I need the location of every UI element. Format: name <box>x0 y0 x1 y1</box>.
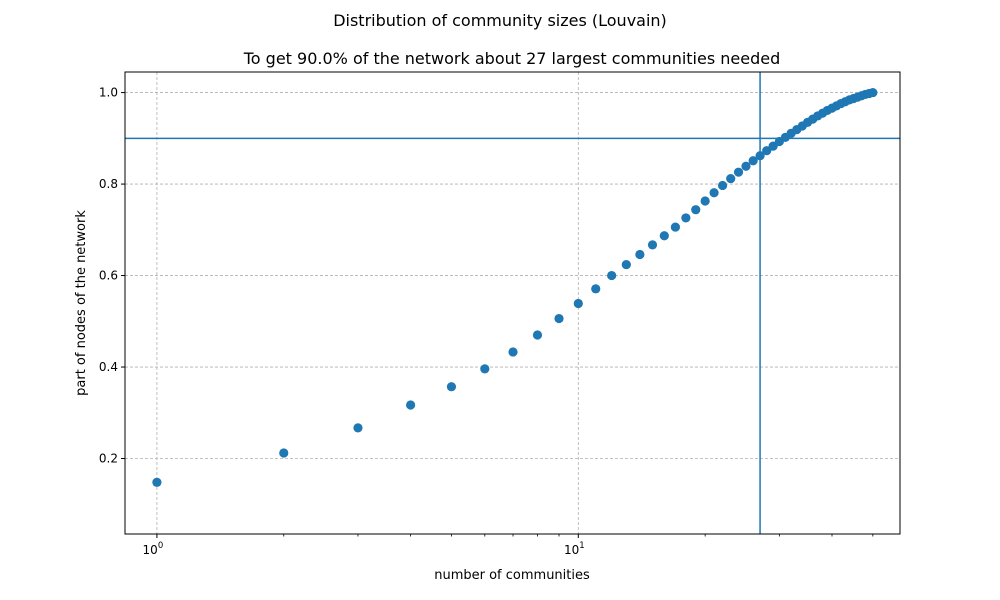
x-axis-label: number of communities <box>434 568 590 583</box>
data-point <box>446 382 457 392</box>
data-point <box>635 249 645 260</box>
y-axis: 0.2 0.4 0.6 0.8 1.0 <box>99 86 125 466</box>
data-point <box>532 330 543 340</box>
data-point <box>591 284 601 294</box>
data-point <box>607 270 617 281</box>
x-tick-label: 101 <box>564 541 585 557</box>
y-tick-label: 0.2 <box>99 452 118 466</box>
threshold-lines <box>125 72 900 534</box>
data-point <box>717 180 728 191</box>
data-point <box>554 313 564 324</box>
y-tick-label: 0.6 <box>99 269 118 283</box>
data-point <box>480 364 490 374</box>
grid-lines <box>125 72 900 534</box>
data-point <box>709 188 719 198</box>
chart-title: To get 90.0% of the network about 27 lar… <box>243 49 781 68</box>
data-point <box>621 259 631 270</box>
data-point <box>353 423 363 433</box>
data-point <box>573 298 583 309</box>
data-point <box>733 167 744 177</box>
data-point <box>762 146 772 156</box>
data-point <box>659 231 669 241</box>
data-point <box>741 161 751 171</box>
data-point <box>647 240 658 250</box>
y-axis-label: part of nodes of the network <box>74 210 89 396</box>
data-point <box>691 205 701 215</box>
plot-frame <box>124 71 901 535</box>
data-point <box>748 156 758 166</box>
chart-suptitle: Distribution of community sizes (Louvain… <box>333 11 667 30</box>
data-point <box>279 448 289 458</box>
data-point <box>681 213 691 223</box>
data-point <box>406 400 416 410</box>
data-point <box>700 196 710 206</box>
x-tick-label: 100 <box>143 541 164 557</box>
data-point <box>508 347 518 357</box>
y-tick-label: 1.0 <box>99 86 118 100</box>
data-points <box>152 87 878 487</box>
y-tick-label: 0.4 <box>99 360 118 374</box>
data-point <box>868 87 878 98</box>
y-tick-label: 0.8 <box>99 177 118 191</box>
x-axis: 100 101 <box>143 534 874 557</box>
data-point <box>726 173 736 184</box>
data-point <box>670 222 681 232</box>
data-point <box>152 477 162 487</box>
